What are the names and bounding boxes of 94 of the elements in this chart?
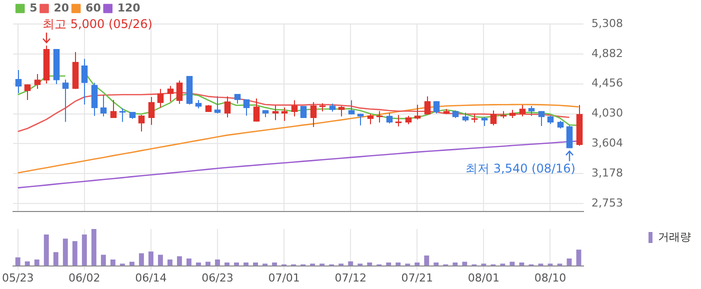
candlestick (62, 79, 69, 122)
candlestick (253, 98, 260, 122)
y-tick-label: 5,308 (592, 16, 623, 30)
candlestick (272, 104, 279, 121)
bar (53, 252, 58, 266)
candlestick (424, 96, 431, 115)
bar (576, 250, 582, 266)
candlestick (300, 105, 307, 118)
candlestick (167, 85, 174, 102)
candlestick (367, 114, 374, 125)
bar (110, 260, 116, 266)
x-tick-label: 07/01 (268, 271, 300, 284)
legend-label: 120 (117, 1, 141, 14)
bar (272, 262, 278, 266)
candlestick (119, 108, 126, 122)
bar (414, 262, 420, 266)
legend-label: 거래량 (658, 230, 691, 244)
bar (138, 253, 144, 266)
bar (348, 261, 354, 266)
bar (234, 262, 239, 266)
x-tick-label: 05/23 (2, 271, 34, 284)
candlestick (414, 104, 421, 120)
candlestick (110, 100, 117, 118)
candlestick (519, 104, 526, 117)
x-tick-label: 08/01 (468, 271, 500, 284)
candlestick (528, 105, 535, 116)
bar (519, 262, 524, 266)
legend-label: 60 (86, 1, 102, 14)
bar (34, 260, 40, 266)
bar (367, 262, 372, 266)
x-tick-label: 06/02 (68, 271, 100, 284)
y-tick-label: 4,882 (592, 46, 623, 60)
bar (91, 229, 96, 266)
candlestick (348, 100, 355, 115)
bar (196, 262, 201, 266)
bar (24, 261, 30, 266)
bar (72, 241, 78, 266)
y-tick-label: 4,456 (592, 76, 623, 90)
bar (100, 254, 106, 266)
bar (452, 262, 458, 266)
bar (44, 234, 49, 266)
bar (186, 258, 192, 266)
candlestick (395, 114, 402, 127)
candlestick (376, 110, 383, 123)
candlestick (176, 80, 183, 104)
x-tick-label: 06/14 (135, 271, 167, 284)
x-tick-label: 06/23 (202, 271, 234, 284)
bar (224, 262, 230, 266)
y-tick-label: 3,178 (592, 166, 623, 180)
candlestick (291, 100, 298, 117)
candlestick (100, 94, 107, 117)
bar (424, 255, 430, 266)
y-tick-label: 4,030 (592, 106, 623, 120)
y-tick-label: 2,753 (592, 196, 623, 210)
bar (148, 251, 154, 266)
x-tick-label: 08/10 (534, 271, 566, 284)
candlestick (15, 70, 22, 94)
candlestick (91, 82, 98, 116)
candlestick (310, 102, 317, 128)
candlestick (338, 105, 345, 117)
legend-label: 20 (54, 1, 70, 14)
candlestick (81, 58, 88, 105)
candlestick (24, 84, 31, 100)
candlestick (157, 88, 164, 108)
bar (176, 256, 182, 266)
bar (158, 254, 163, 266)
candlestick (224, 96, 231, 118)
bar (82, 234, 87, 266)
annotation: 최고 5,000 (05/26) (42, 16, 152, 31)
candlestick (148, 96, 155, 126)
candlestick (386, 112, 393, 124)
candlestick (566, 124, 573, 149)
candlestick (281, 106, 288, 122)
bar (253, 262, 258, 266)
candlestick (490, 110, 497, 126)
candlestick (214, 96, 221, 114)
candlestick (433, 100, 440, 114)
x-tick-label: 07/12 (334, 271, 366, 284)
bar (244, 262, 248, 266)
candlestick (243, 98, 250, 116)
bar (62, 238, 68, 266)
bar (215, 260, 220, 266)
bar (15, 257, 20, 266)
candlestick (34, 73, 41, 90)
annotation: 최저 3,540 (08/16) (466, 161, 576, 176)
bar (167, 260, 172, 266)
y-tick-label: 3,604 (592, 136, 623, 150)
bar (396, 262, 401, 266)
x-tick-label: 07/21 (401, 271, 433, 284)
bar (386, 262, 392, 266)
bar (434, 262, 439, 266)
candlestick (138, 114, 145, 132)
candlestick (538, 110, 545, 127)
legend-label: 5 (30, 1, 38, 14)
